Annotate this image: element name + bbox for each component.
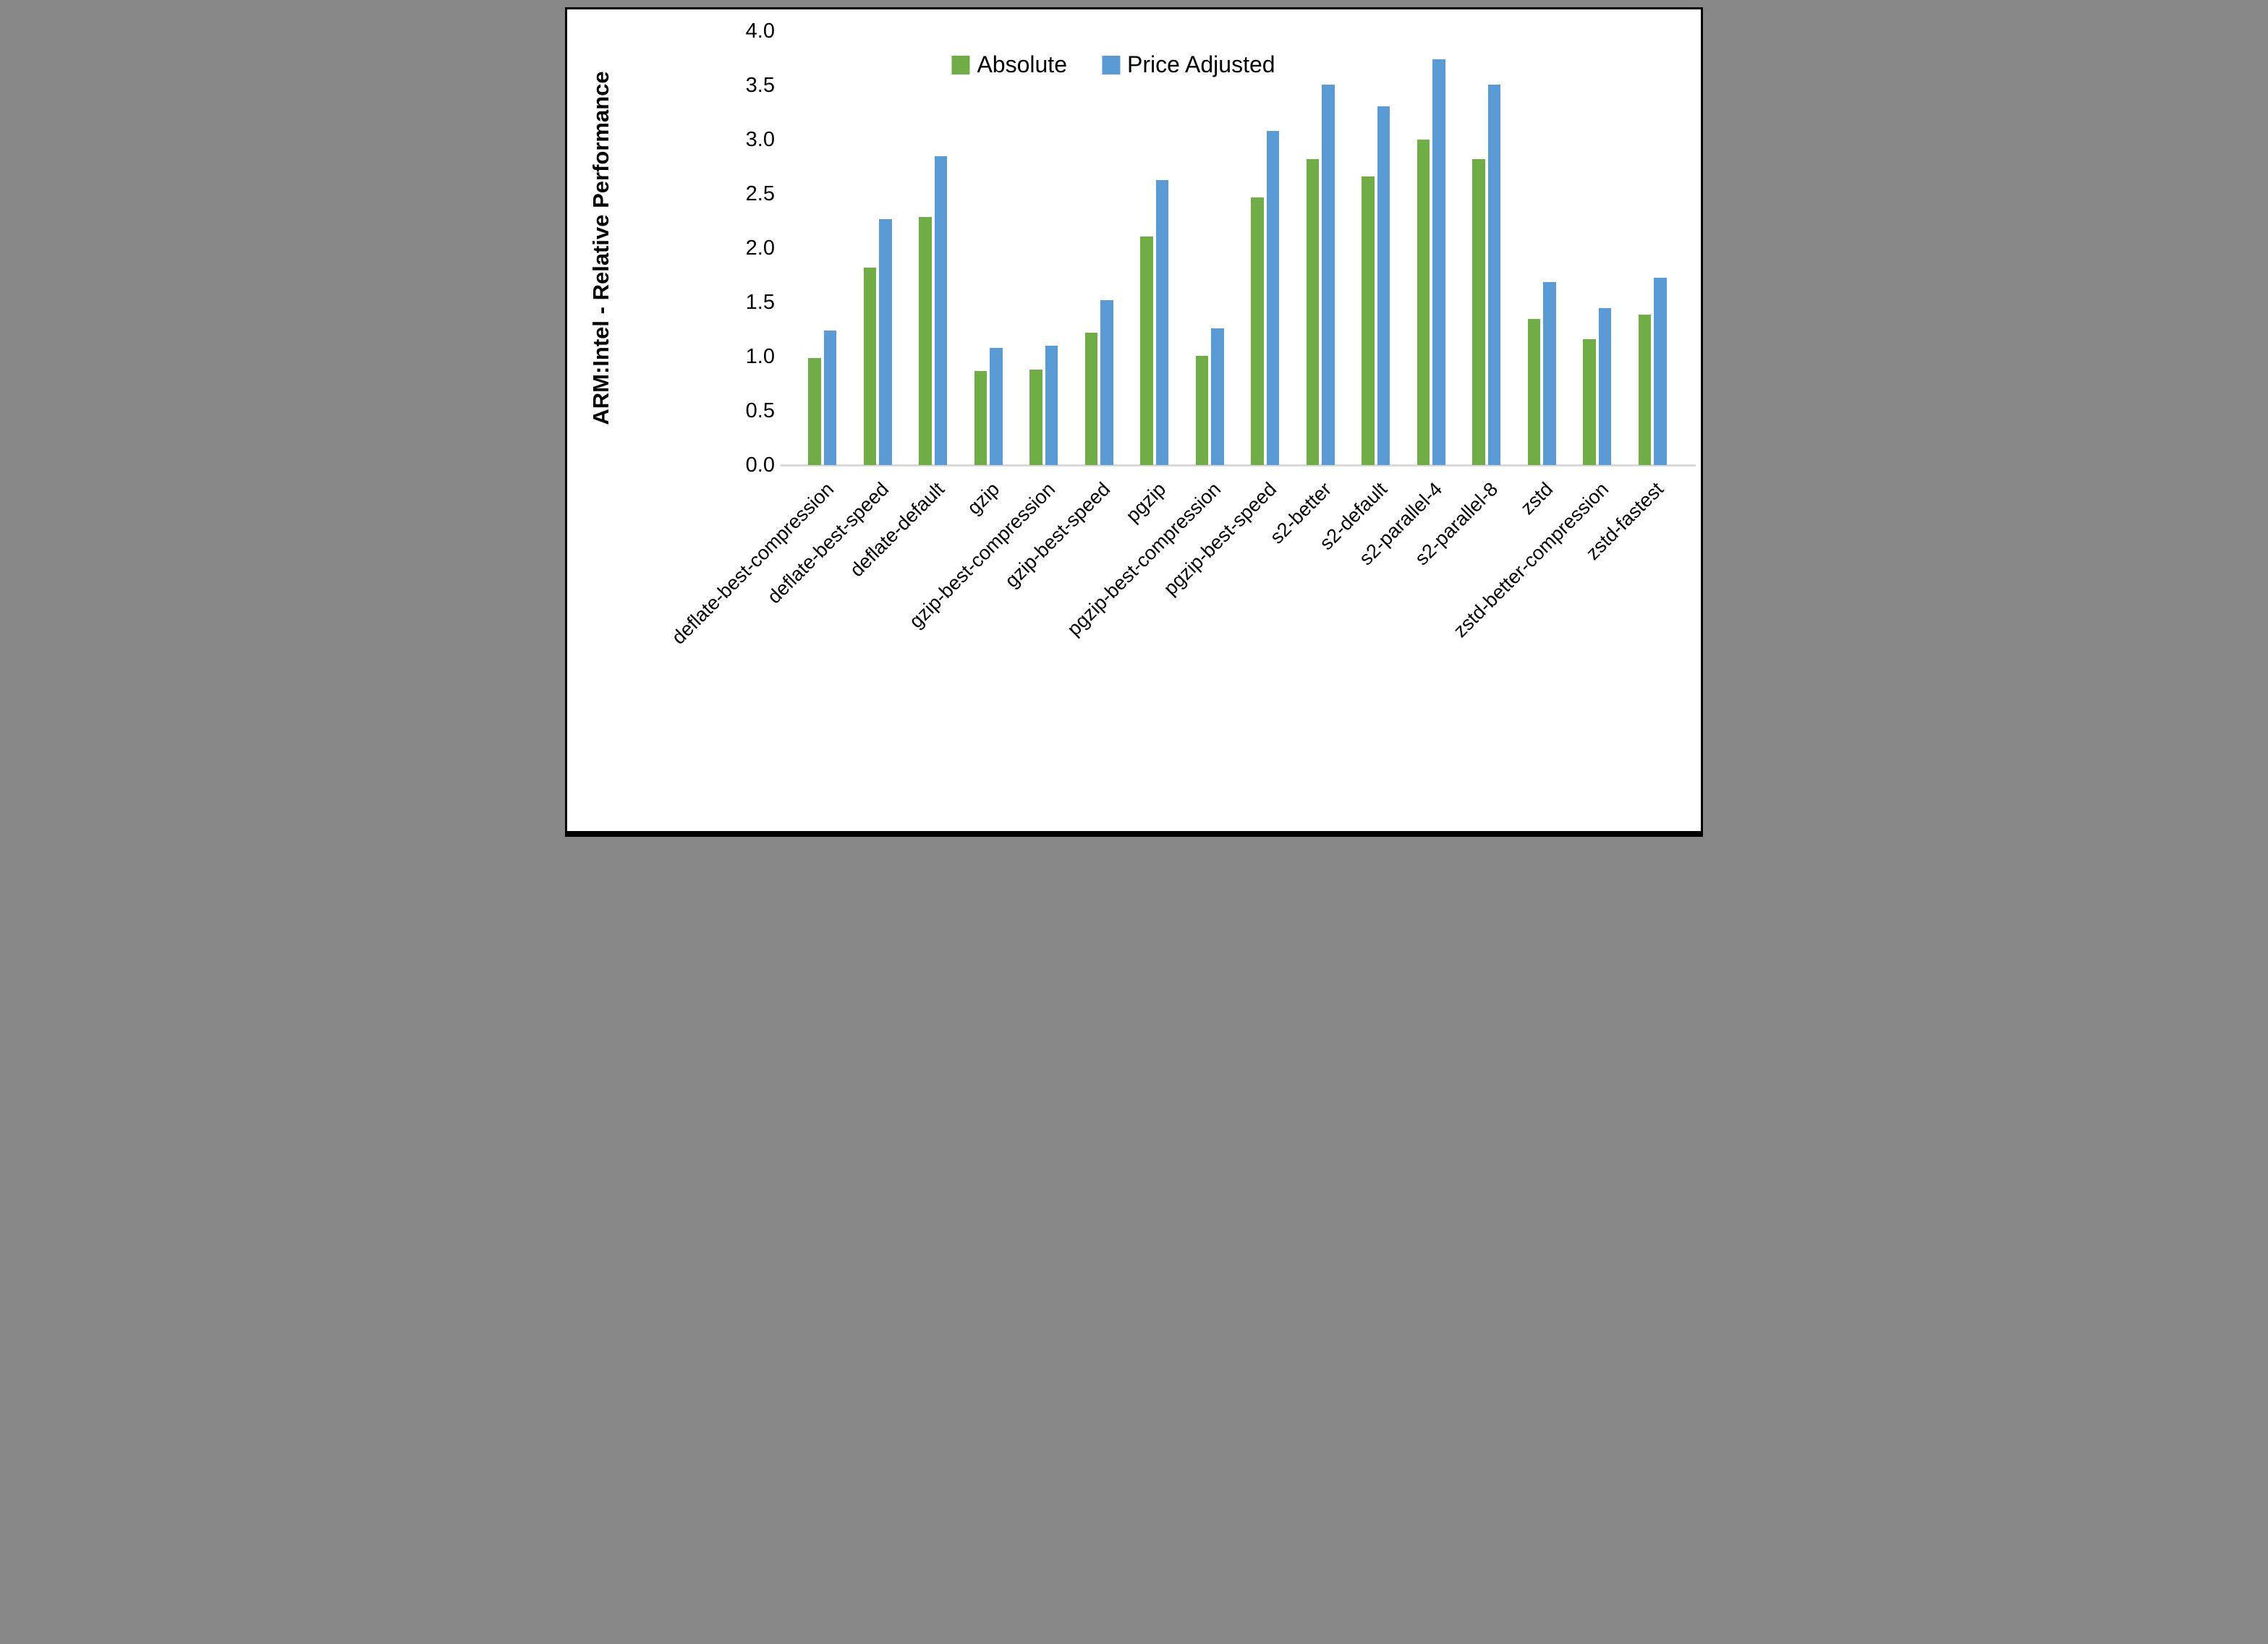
bar-price-adjusted: [1322, 84, 1335, 465]
bar-absolute: [1195, 355, 1208, 465]
bar-absolute: [1362, 176, 1375, 465]
y-tick-label: 3.0: [745, 128, 775, 151]
legend-swatch-absolute-icon: [951, 55, 970, 74]
bar-absolute: [919, 216, 932, 465]
y-tick-label: 1.5: [745, 291, 775, 314]
x-axis-label-text: pgzip: [1121, 478, 1170, 527]
legend: Absolute Price Adjusted: [951, 51, 1275, 78]
bar-absolute: [1029, 370, 1042, 465]
bar-price-adjusted: [1100, 300, 1113, 465]
bar-price-adjusted: [1654, 277, 1667, 465]
bar-price-adjusted: [990, 348, 1003, 465]
y-tick-label: 0.5: [745, 399, 775, 422]
bar-price-adjusted: [1543, 281, 1556, 465]
bar-absolute: [1251, 197, 1264, 465]
x-axis-labels: deflate-best-compression deflate-best-spe…: [567, 9, 1701, 831]
bar-absolute: [863, 268, 876, 465]
bar-price-adjusted: [934, 156, 947, 465]
bar-absolute: [1472, 159, 1485, 465]
bar-price-adjusted: [1266, 131, 1279, 465]
bar-absolute: [1084, 333, 1097, 465]
bar-absolute: [974, 370, 987, 465]
bar-price-adjusted: [1432, 59, 1445, 465]
y-tick-label: 1.0: [745, 345, 775, 368]
bar-price-adjusted: [1045, 346, 1058, 465]
bar-price-adjusted: [1487, 84, 1500, 465]
legend-label-absolute: Absolute: [977, 51, 1067, 77]
legend-swatch-price-adjusted-icon: [1101, 55, 1120, 74]
bar-price-adjusted: [1377, 106, 1390, 465]
chart: ARM:Intel - Relative Performance 0.0 0.5 1…: [565, 7, 1703, 837]
legend-item-absolute: Absolute: [951, 51, 1067, 78]
legend-item-price-adjusted: Price Adjusted: [1101, 51, 1275, 78]
y-tick-label: 3.5: [745, 74, 775, 97]
x-axis-line: [781, 464, 1696, 467]
bar-absolute: [1527, 318, 1540, 465]
bar-absolute: [1140, 236, 1153, 465]
x-axis-label-text: zstd: [1516, 478, 1558, 519]
x-axis-label-text: gzip: [962, 478, 1004, 519]
y-tick-label: 4.0: [745, 20, 775, 43]
bar-absolute: [1417, 140, 1430, 465]
bar-absolute: [1583, 339, 1596, 465]
y-tick-label: 2.5: [745, 182, 775, 205]
bar-absolute: [1638, 314, 1651, 465]
bar-price-adjusted: [1211, 328, 1224, 465]
y-axis-ticks: 0.0 0.5 1.0 1.5 2.0 2.5 3.0 3.5 4.0: [567, 9, 775, 831]
y-tick-label: 2.0: [745, 237, 775, 260]
y-tick-label: 0.0: [745, 453, 775, 477]
bar-price-adjusted: [1155, 179, 1168, 465]
bar-price-adjusted: [823, 331, 836, 465]
bar-absolute: [1306, 159, 1319, 465]
bar-price-adjusted: [879, 218, 892, 465]
legend-label-price-adjusted: Price Adjusted: [1126, 51, 1275, 77]
plot-area: [567, 9, 1701, 831]
bar-price-adjusted: [1598, 307, 1611, 465]
bar-absolute: [808, 357, 821, 465]
